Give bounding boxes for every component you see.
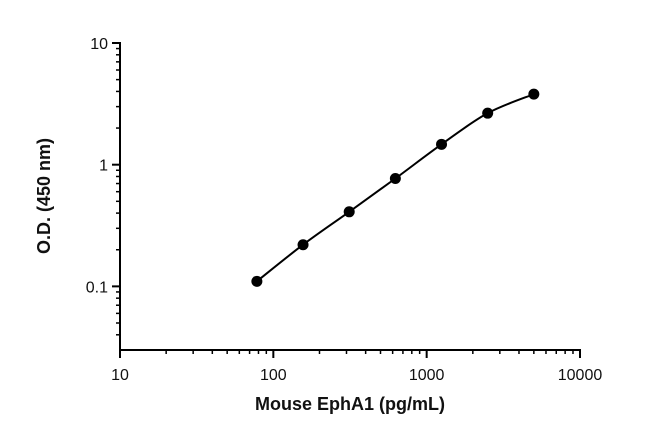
x-tick-label: 100 [260,367,287,384]
y-tick-label: 1 [99,158,108,175]
data-point [482,107,494,119]
y-tick-label: 10 [90,36,108,53]
x-axis-label: Mouse EphA1 (pg/mL) [255,394,445,414]
x-tick-label: 10000 [558,367,603,384]
data-point [436,138,448,150]
data-point [343,206,355,218]
x-tick-label: 1000 [409,367,445,384]
data-point [389,172,401,184]
y-axis-label: O.D. (450 nm) [34,138,54,254]
data-point [297,239,309,251]
x-tick-label: 10 [111,367,129,384]
data-point [251,275,263,287]
fit-line [256,93,535,283]
data-point [528,88,540,100]
y-tick-label: 0.1 [86,279,108,296]
